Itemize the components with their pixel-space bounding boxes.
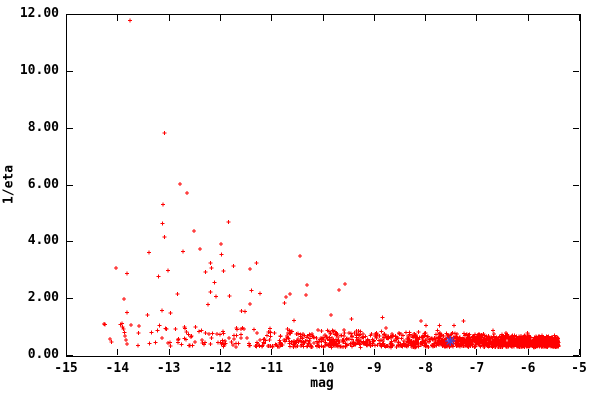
y-tick-mark [573,355,579,356]
x-tick-label: -9 [365,361,382,376]
x-tick-mark [373,349,375,355]
y-tick-mark [67,14,73,15]
x-tick-label: -6 [519,361,536,376]
y-tick-label: 6.00 [27,176,59,192]
x-tick-mark [425,349,427,355]
x-tick-mark [322,15,324,21]
x-tick-label: -13 [156,361,181,376]
y-tick-label: 12.00 [19,6,59,21]
x-tick-mark [322,349,324,355]
y-tick-mark [67,241,73,243]
x-tick-mark [117,349,119,355]
x-axis-title: mag [310,376,334,391]
y-tick-label: 4.00 [27,233,59,249]
x-tick-mark [527,349,529,355]
x-tick-mark [476,349,478,355]
x-tick-mark [271,349,273,355]
x-tick-mark [66,15,67,21]
x-tick-mark [476,15,478,21]
y-tick-mark [573,241,579,243]
y-tick-mark [573,184,579,186]
x-tick-label: -8 [417,361,433,376]
x-tick-label: -14 [105,361,130,376]
x-tick-label: -10 [310,361,335,376]
x-tick-mark [579,349,580,355]
y-tick-label: 10.00 [19,62,59,78]
plot-area [66,14,581,357]
y-tick-mark [573,14,579,15]
y-tick-mark [573,298,579,300]
y-tick-mark [67,184,73,186]
y-tick-label: 8.00 [27,119,59,135]
x-tick-mark [271,15,273,21]
red-scatter-points [101,18,561,350]
x-tick-label: -12 [208,361,232,376]
x-tick-mark [168,15,170,21]
x-tick-mark [117,15,119,21]
y-tick-mark [67,127,73,129]
x-tick-mark [579,15,580,21]
y-tick-label: 2.00 [27,290,59,306]
y-tick-mark [573,127,579,129]
x-tick-mark [66,349,67,355]
x-tick-mark [219,349,221,355]
y-tick-mark [67,70,73,72]
x-tick-mark [373,15,375,21]
x-tick-label: -5 [571,361,587,376]
x-tick-mark [425,15,427,21]
data-points-layer [101,18,561,350]
y-tick-mark [67,355,73,356]
x-tick-label: -15 [54,361,78,376]
y-tick-label: 0.00 [27,347,59,362]
highlighted-point-marker [445,335,456,346]
x-tick-label: -7 [468,361,485,376]
y-tick-mark [573,70,579,72]
x-tick-mark [527,15,529,21]
x-tick-mark [219,15,221,21]
y-tick-mark [67,298,73,300]
x-tick-mark [168,349,170,355]
x-tick-label: -11 [259,361,283,376]
